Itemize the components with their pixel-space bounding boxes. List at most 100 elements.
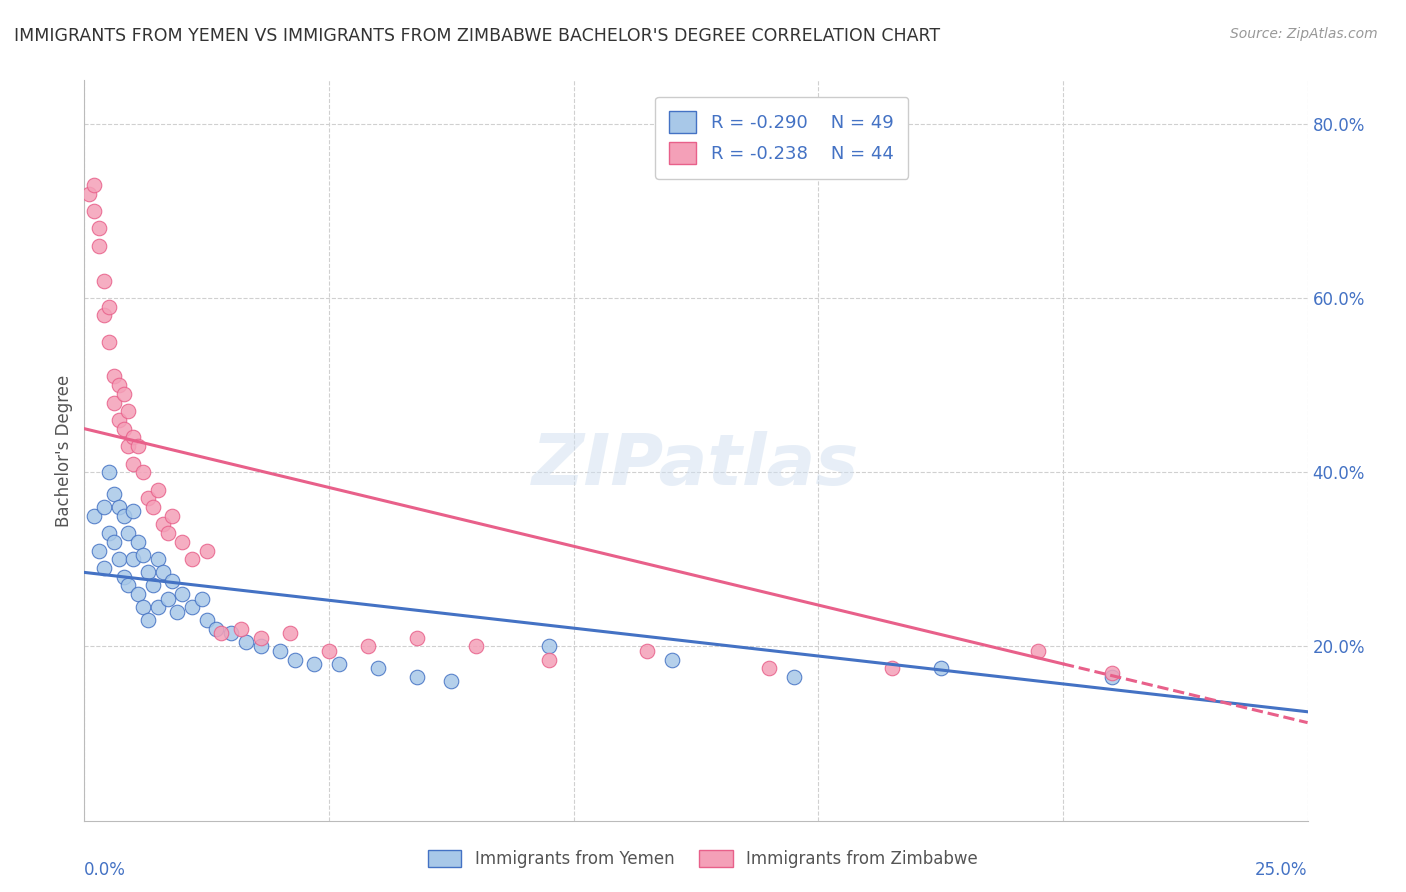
Point xyxy=(205,622,228,636)
Point xyxy=(142,578,165,592)
Point xyxy=(107,552,129,566)
Point xyxy=(195,543,218,558)
Point xyxy=(97,526,120,541)
Point xyxy=(87,239,110,253)
Y-axis label: Bachelor's Degree: Bachelor's Degree xyxy=(55,375,73,526)
Point xyxy=(87,221,110,235)
Point xyxy=(103,395,125,409)
Point xyxy=(249,640,271,654)
Point xyxy=(929,661,952,675)
Point xyxy=(136,491,159,506)
Point xyxy=(112,422,135,436)
Point xyxy=(191,591,214,606)
Point xyxy=(117,578,139,592)
Point xyxy=(136,566,159,580)
Point xyxy=(117,439,139,453)
Point xyxy=(464,640,486,654)
Point xyxy=(122,430,145,444)
Point xyxy=(127,587,149,601)
Legend: Immigrants from Yemen, Immigrants from Zimbabwe: Immigrants from Yemen, Immigrants from Z… xyxy=(422,843,984,875)
Point xyxy=(249,631,271,645)
Point xyxy=(93,500,115,514)
Point xyxy=(162,508,184,523)
Point xyxy=(406,631,429,645)
Point xyxy=(112,387,135,401)
Point xyxy=(93,561,115,575)
Point xyxy=(77,186,100,201)
Point xyxy=(166,605,188,619)
Point xyxy=(146,600,169,615)
Point xyxy=(357,640,380,654)
Text: 0.0%: 0.0% xyxy=(84,862,127,880)
Point xyxy=(97,465,120,479)
Point xyxy=(1028,644,1050,658)
Legend: R = -0.290    N = 49, R = -0.238    N = 44: R = -0.290 N = 49, R = -0.238 N = 44 xyxy=(655,96,908,178)
Point xyxy=(117,404,139,418)
Point xyxy=(103,487,125,501)
Point xyxy=(122,552,145,566)
Point xyxy=(132,548,155,562)
Point xyxy=(112,570,135,584)
Point xyxy=(636,644,658,658)
Point xyxy=(440,674,463,689)
Point xyxy=(93,274,115,288)
Point xyxy=(181,552,204,566)
Point xyxy=(97,300,120,314)
Point xyxy=(1101,665,1123,680)
Point xyxy=(1101,670,1123,684)
Text: 25.0%: 25.0% xyxy=(1256,862,1308,880)
Point xyxy=(107,378,129,392)
Point xyxy=(181,600,204,615)
Point xyxy=(122,457,145,471)
Point xyxy=(97,334,120,349)
Point xyxy=(758,661,780,675)
Point xyxy=(278,626,301,640)
Point xyxy=(328,657,350,671)
Point xyxy=(136,613,159,627)
Point xyxy=(146,483,169,497)
Point xyxy=(269,644,291,658)
Point xyxy=(318,644,340,658)
Point xyxy=(406,670,429,684)
Point xyxy=(284,652,307,666)
Point xyxy=(87,543,110,558)
Point xyxy=(367,661,389,675)
Text: IMMIGRANTS FROM YEMEN VS IMMIGRANTS FROM ZIMBABWE BACHELOR'S DEGREE CORRELATION : IMMIGRANTS FROM YEMEN VS IMMIGRANTS FROM… xyxy=(14,27,941,45)
Point xyxy=(127,535,149,549)
Point xyxy=(229,622,252,636)
Point xyxy=(83,178,105,192)
Point xyxy=(93,309,115,323)
Point xyxy=(103,535,125,549)
Point xyxy=(880,661,903,675)
Point xyxy=(661,652,683,666)
Point xyxy=(83,508,105,523)
Point xyxy=(107,413,129,427)
Text: ZIPatlas: ZIPatlas xyxy=(533,431,859,500)
Point xyxy=(172,587,194,601)
Point xyxy=(172,535,194,549)
Point xyxy=(209,626,232,640)
Point xyxy=(103,369,125,384)
Point xyxy=(304,657,326,671)
Point xyxy=(162,574,184,588)
Point xyxy=(112,508,135,523)
Point xyxy=(538,640,561,654)
Point xyxy=(132,465,155,479)
Point xyxy=(142,500,165,514)
Point xyxy=(235,635,257,649)
Point xyxy=(152,566,174,580)
Point xyxy=(156,526,179,541)
Point xyxy=(127,439,149,453)
Point xyxy=(152,517,174,532)
Point xyxy=(132,600,155,615)
Point xyxy=(107,500,129,514)
Point xyxy=(156,591,179,606)
Point xyxy=(146,552,169,566)
Point xyxy=(219,626,242,640)
Text: Source: ZipAtlas.com: Source: ZipAtlas.com xyxy=(1230,27,1378,41)
Point xyxy=(783,670,806,684)
Point xyxy=(195,613,218,627)
Point xyxy=(538,652,561,666)
Point xyxy=(122,504,145,518)
Point xyxy=(117,526,139,541)
